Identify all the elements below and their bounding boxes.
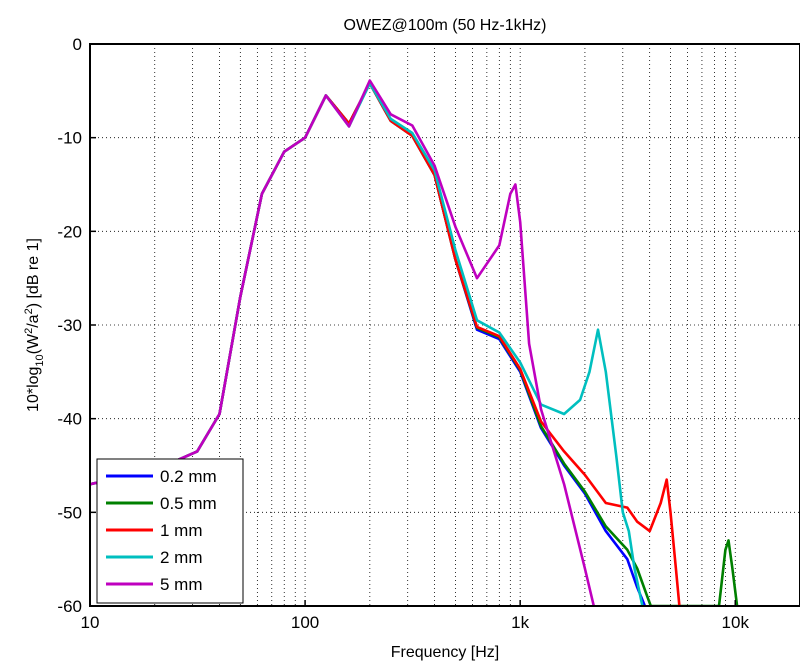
y-tick-label: -50 — [57, 503, 82, 522]
legend-label: 2 mm — [160, 548, 203, 567]
y-axis-label: 10*log10(W2/a2) [dB re 1] — [23, 238, 46, 412]
y-tick-label: -20 — [57, 222, 82, 241]
legend-label: 5 mm — [160, 575, 203, 594]
series-group — [90, 79, 739, 606]
x-tick-label: 10k — [722, 613, 750, 632]
y-axis-ticks: 0 -10 -20 -30 -40 -50 -60 — [57, 35, 96, 616]
legend-label: 0.2 mm — [160, 467, 217, 486]
y-tick-label: -60 — [57, 597, 82, 616]
y-tick-label: -10 — [57, 129, 82, 148]
legend-label: 0.5 mm — [160, 494, 217, 513]
x-axis-ticks: 10 100 1k 10k — [81, 600, 750, 632]
y-tick-label: 0 — [73, 35, 82, 54]
x-tick-label: 1k — [511, 613, 529, 632]
y-tick-label: -30 — [57, 316, 82, 335]
x-tick-label: 100 — [291, 613, 319, 632]
y-tick-label: -40 — [57, 410, 82, 429]
x-axis-label: Frequency [Hz] — [391, 644, 499, 661]
legend-label: 1 mm — [160, 521, 203, 540]
x-tick-label: 10 — [81, 613, 100, 632]
legend: 0.2 mm 0.5 mm 1 mm 2 mm 5 mm — [96, 458, 244, 604]
chart-title: OWEZ@100m (50 Hz-1kHz) — [344, 17, 547, 34]
series-line-5-mm — [90, 79, 596, 606]
